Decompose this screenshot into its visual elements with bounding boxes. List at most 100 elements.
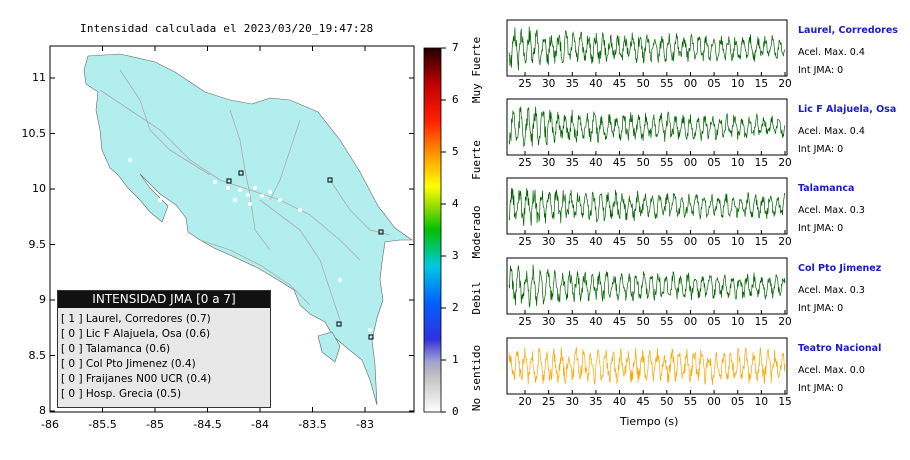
waveform-tick-label: 10 (731, 78, 745, 90)
colorbar-category-label: No sentido (470, 344, 483, 412)
waveform-panel (506, 19, 788, 77)
waveform-tick-label: 10 (731, 157, 745, 169)
colorbar-category-label: Fuerte (470, 140, 483, 180)
legend-item: [ 0 ] Fraijanes N00 UCR (0.4) (61, 373, 212, 385)
colorbar-category-label: Muy Fuerte (470, 36, 483, 104)
waveform-tick-label: 45 (612, 236, 627, 248)
station-jma: Int JMA: 0 (798, 144, 844, 155)
station-accel: Acel. Max. 0.3 (798, 205, 865, 216)
station-markers (226, 170, 384, 340)
colorbar-category-label: Debil (470, 281, 483, 315)
time-axis-label: Tiempo (s) (620, 415, 679, 428)
legend-title: INTENSIDAD JMA [0 a 7] (58, 291, 270, 308)
legend-item: [ 0 ] Lic F Alajuela, Osa (0.6) (61, 328, 211, 340)
station-accel: Acel. Max. 0.0 (798, 365, 865, 376)
waveform-tick-label: 10 (731, 316, 745, 328)
station-dots (128, 158, 372, 332)
waveform-tick-label: 30 (541, 78, 556, 90)
colorbar-tick-label: 5 (452, 145, 459, 158)
map-x-tick-label: -83 (356, 418, 374, 431)
waveform-tick-label: 05 (707, 78, 721, 90)
waveform-tick-label: 45 (612, 157, 627, 169)
map-x-tick-label: -86 (41, 418, 59, 431)
colorbar-tick-label: 1 (452, 353, 459, 366)
waveform-tick-label: 00 (683, 236, 698, 248)
waveform-tick-label: 25 (518, 316, 532, 328)
map-x-tick-label: -84.5 (193, 418, 222, 431)
map-ticks (49, 46, 446, 413)
waveform-tick-label: 05 (707, 316, 721, 328)
station-jma: Int JMA: 0 (798, 223, 844, 234)
map-title: Intensidad calculada el 2023/03/20_19:47… (80, 22, 374, 35)
waveform-tick-label: 25 (541, 396, 556, 408)
waveform-tick-label: 40 (589, 78, 603, 90)
map-y-tick-label: 10 (32, 182, 46, 195)
map-x-tick-label: -85.5 (88, 418, 117, 431)
map-y-tick-label: 10.5 (21, 126, 47, 140)
waveform-tick-label: 45 (636, 396, 650, 408)
waveform-tick-label: 30 (541, 157, 556, 169)
waveform-tick-label: 40 (612, 396, 627, 408)
legend-item: [ 1 ] Laurel, Corredores (0.7) (61, 313, 211, 325)
station-jma: Int JMA: 0 (798, 383, 844, 394)
map-x-tick-label: -83.5 (298, 418, 327, 431)
waveform-panels (506, 19, 788, 395)
station-name: Lic F Alajuela, Osa (798, 104, 897, 115)
colorbar-tick-label: 7 (452, 41, 459, 54)
legend-item: [ 0 ] Talamanca (0.6) (61, 343, 171, 355)
colorbar-tick-label: 3 (452, 249, 459, 262)
waveform-tick-label: 25 (518, 157, 532, 169)
waveform-tick-label: 20 (518, 396, 532, 408)
legend-item: [ 0 ] Hosp. Grecia (0.5) (61, 388, 182, 400)
colorbar-tick-label: 0 (452, 405, 459, 418)
waveform-tick-label: 40 (589, 316, 603, 328)
waveform-tick-label: 55 (660, 236, 674, 248)
waveform-tick-label: 50 (636, 316, 650, 328)
waveform-panel (506, 98, 788, 156)
waveform-tick-label: 55 (660, 78, 674, 90)
waveform-tick-label: 15 (754, 78, 769, 90)
intensity-legend: INTENSIDAD JMA [0 a 7] [ 1 ] Laurel, Cor… (57, 290, 271, 408)
waveform-tick-label: 05 (707, 157, 721, 169)
waveform-tick-label: 40 (589, 236, 603, 248)
map-y-tick-label: 9.5 (28, 237, 47, 251)
waveform-tick-label: 50 (636, 157, 650, 169)
waveform-tick-label: 05 (731, 396, 745, 408)
colorbar-tick-label: 4 (452, 197, 459, 210)
station-name: Col Pto Jimenez (798, 263, 882, 274)
waveform-tick-label: 35 (565, 157, 579, 169)
waveform-tick-label: 55 (660, 157, 674, 169)
map-y-tick-label: 8 (39, 404, 46, 417)
waveform-tick-label: 35 (589, 396, 603, 408)
waveform-tick-label: 45 (612, 78, 627, 90)
waveform-panel (506, 337, 788, 395)
waveform-tick-label: 00 (683, 316, 698, 328)
waveform-tick-label: 25 (518, 78, 532, 90)
waveform-tick-label: 35 (565, 78, 579, 90)
waveform-tick-label: 15 (754, 236, 769, 248)
waveform-tick-label: 20 (778, 236, 792, 248)
waveform-tick-label: 45 (612, 316, 627, 328)
waveform-panel (506, 177, 788, 235)
waveform-tick-label: 30 (565, 396, 579, 408)
road-network (99, 69, 391, 321)
waveform-tick-label: 55 (683, 396, 698, 408)
colorbar (423, 47, 442, 413)
waveform-tick-label: 15 (778, 396, 792, 408)
colorbar-category-label: Moderado (470, 205, 483, 259)
waveform-tick-label: 00 (707, 396, 721, 408)
colorbar-tick-label: 6 (452, 93, 459, 106)
waveform-tick-label: 30 (541, 236, 556, 248)
station-accel: Acel. Max. 0.4 (798, 126, 865, 137)
waveform-tick-label: 20 (778, 316, 792, 328)
waveform-tick-label: 30 (541, 316, 556, 328)
waveform-tick-label: 20 (778, 78, 792, 90)
waveform-tick-label: 15 (754, 157, 769, 169)
station-accel: Acel. Max. 0.4 (798, 47, 865, 58)
waveform-tick-label: 50 (660, 396, 674, 408)
waveform-tick-label: 40 (589, 157, 603, 169)
waveform-panel (506, 257, 788, 315)
waveform-tick-label: 00 (683, 78, 698, 90)
waveform-tick-label: 50 (636, 78, 650, 90)
